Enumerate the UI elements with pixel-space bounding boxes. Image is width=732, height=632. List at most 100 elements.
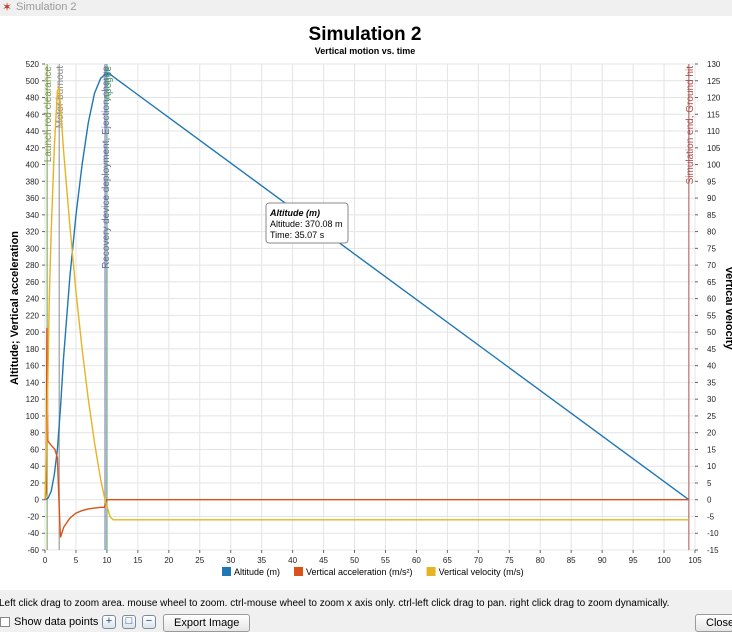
y-right-tick-label: 100	[707, 161, 721, 170]
event-label: Apogee	[103, 66, 114, 101]
x-tick-label: 100	[657, 556, 671, 565]
y-right-tick-label: 10	[707, 462, 716, 471]
series-line	[44, 85, 689, 521]
y-left-tick-label: -40	[27, 529, 39, 538]
y-right-tick-label: 55	[707, 311, 716, 320]
chart-panel[interactable]: Simulation 2 Vertical motion vs. time Al…	[0, 16, 732, 590]
y-left-tick-label: 40	[30, 462, 39, 471]
series-line	[44, 73, 690, 501]
chart-subtitle: Vertical motion vs. time	[315, 46, 416, 56]
y-right-tick-label: -15	[707, 546, 719, 555]
y-right-tick-label: 80	[707, 228, 716, 237]
show-data-points-label: Show data points	[14, 616, 99, 628]
chart-svg[interactable]: Simulation 2 Vertical motion vs. time Al…	[0, 16, 732, 590]
y-right-tick-label: 110	[707, 127, 720, 136]
event-label: Simulation end, Ground hit	[685, 66, 696, 185]
y-left-tick-label: 260	[26, 278, 40, 287]
y-right-tick-label: 70	[707, 261, 716, 270]
y-left-tick-label: 20	[30, 479, 39, 488]
zoom-reset-icon[interactable]: □	[122, 615, 136, 629]
x-tick-label: 45	[319, 556, 328, 565]
window-titlebar: ✶ Simulation 2	[0, 0, 732, 16]
x-tick-label: 5	[74, 556, 79, 565]
export-image-button[interactable]: Export Image	[163, 614, 251, 632]
legend[interactable]: Altitude (m) Vertical acceleration (m/s²)…	[222, 567, 524, 577]
chart-title: Simulation 2	[309, 24, 422, 45]
show-data-points-checkbox[interactable]	[0, 617, 10, 627]
legend-swatch	[222, 567, 231, 576]
x-tick-label: 55	[381, 556, 390, 565]
close-button[interactable]: Close	[695, 614, 732, 632]
y-right-tick-label: 40	[707, 362, 716, 371]
y-left-tick-label: 300	[26, 244, 40, 253]
y-left-tick-label: 520	[26, 60, 40, 69]
y-left-tick-label: 240	[26, 295, 40, 304]
x-tick-label: 40	[288, 556, 297, 565]
event-label: Motor burnout	[55, 66, 66, 128]
plot-area	[44, 63, 696, 551]
legend-swatch	[426, 567, 436, 576]
y-right-tick-label: 25	[707, 412, 716, 421]
y-left-tick-label: 420	[26, 144, 40, 153]
y-right-tick-label: 50	[707, 328, 716, 337]
x-tick-label: 90	[598, 556, 607, 565]
event-label: Launch rod clearance	[43, 66, 54, 163]
y-right-tick-label: 60	[707, 295, 716, 304]
y-left-tick-label: 320	[26, 228, 40, 237]
y-right-tick-label: 90	[707, 194, 716, 203]
x-tick-label: 70	[474, 556, 483, 565]
y-right-tick-label: 125	[707, 77, 721, 86]
y-right-tick-label: 0	[707, 496, 712, 505]
y-right-tick-label: 45	[707, 345, 716, 354]
zoom-out-icon[interactable]: −	[142, 615, 156, 629]
y-left-tick-label: 180	[26, 345, 40, 354]
y-left-tick-label: 80	[30, 429, 39, 438]
x-tick-label: 10	[102, 556, 111, 565]
x-tick-label: 95	[629, 556, 638, 565]
y-right-tick-label: 5	[707, 479, 712, 488]
tooltip-line1: Altitude: 370.08 m	[270, 219, 343, 229]
y-left-tick-label: 460	[26, 110, 40, 119]
x-tick-label: 65	[443, 556, 452, 565]
window-title: Simulation 2	[16, 1, 77, 13]
y-left-tick-label: 140	[26, 378, 40, 387]
y-left-tick-label: 200	[26, 328, 40, 337]
tooltip: Altitude (m) Altitude: 370.08 m Time: 35…	[265, 202, 349, 244]
x-tick-label: 105	[688, 556, 702, 565]
y-left-tick-label: 100	[26, 412, 40, 421]
legend-label: Vertical acceleration (m/s²)	[306, 567, 413, 577]
x-tick-label: 25	[195, 556, 204, 565]
y-axis-right-label: Vertical velocity	[723, 266, 732, 350]
y-right-tick-label: 15	[707, 445, 716, 454]
zoom-in-icon[interactable]: +	[102, 615, 116, 629]
y-right-tick-label: 95	[707, 177, 716, 186]
legend-label: Altitude (m)	[234, 567, 280, 577]
y-left-tick-label: 500	[26, 77, 40, 86]
y-right-tick-label: 35	[707, 378, 716, 387]
y-axis-left-label: Altitude; Vertical acceleration	[9, 231, 21, 385]
y-left-tick-label: 220	[26, 311, 40, 320]
y-left-tick-label: 480	[26, 94, 40, 103]
y-right-tick-label: 75	[707, 244, 716, 253]
y-right-tick-label: -5	[707, 512, 715, 521]
y-right-tick-label: 120	[707, 94, 721, 103]
y-left-tick-label: 280	[26, 261, 40, 270]
y-left-tick-label: 400	[26, 161, 40, 170]
axes: 0 5 10 15 20 25 30 35 40 45 50 55 60 65 70 75 80 85 90 95 10…	[26, 60, 721, 565]
y-left-tick-label: 380	[26, 177, 40, 186]
x-tick-label: 0	[43, 556, 48, 565]
x-tick-label: 60	[412, 556, 421, 565]
y-right-tick-label: -10	[707, 529, 719, 538]
y-left-tick-label: 440	[26, 127, 40, 136]
series-lines	[44, 73, 690, 538]
tooltip-line2: Time: 35.07 s	[270, 230, 325, 240]
y-left-tick-label: -20	[27, 512, 39, 521]
y-right-tick-label: 105	[707, 144, 721, 153]
y-left-tick-label: 120	[26, 395, 40, 404]
y-right-tick-label: 85	[707, 211, 716, 220]
app-icon: ✶	[2, 0, 13, 14]
y-left-tick-label: 0	[35, 496, 40, 505]
grid	[44, 63, 696, 551]
y-right-tick-label: 20	[707, 429, 716, 438]
